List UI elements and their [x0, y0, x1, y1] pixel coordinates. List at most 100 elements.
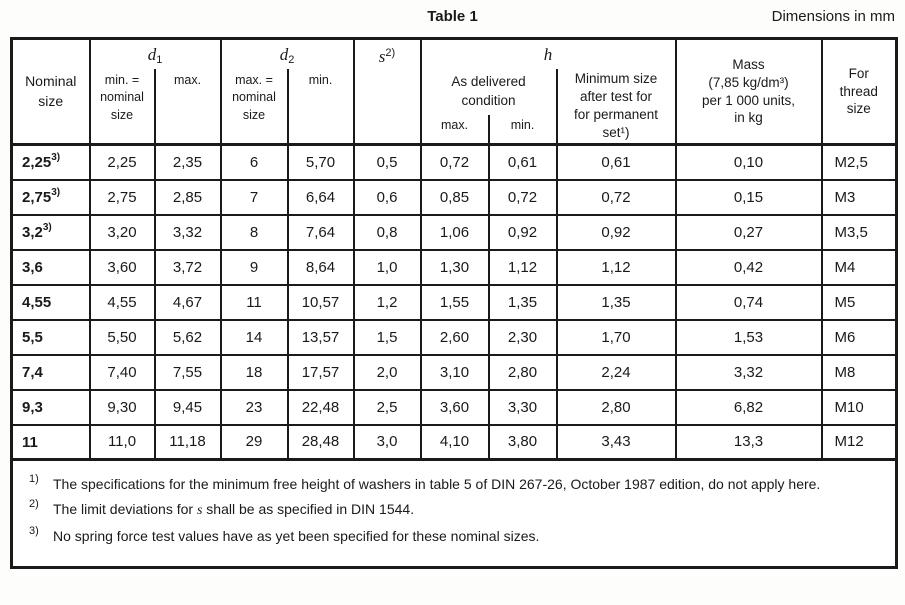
d1-symbol: d: [147, 45, 157, 64]
s-symbol: s: [378, 47, 386, 66]
cell-h-max: 3,10: [419, 353, 490, 391]
table-row: 2,253) 2,25 2,35 6 5,70 0,5 0,72 0,61 0,…: [10, 143, 898, 181]
cell-thread: M3,5: [820, 213, 898, 251]
h-symbol: h: [543, 45, 553, 64]
cell-s: 0,6: [352, 178, 422, 216]
header-d2-min: min.: [286, 67, 355, 146]
cell-d2-max: 6: [219, 143, 289, 181]
cell-h-min: 0,72: [487, 178, 558, 216]
cell-nominal: 7,4: [10, 353, 91, 391]
footnote-1: 1) The specifications for the minimum fr…: [29, 472, 881, 496]
table-row: 5,5 5,50 5,62 14 13,57 1,5 2,60 2,30 1,7…: [10, 318, 898, 356]
cell-h-min: 2,80: [487, 353, 558, 391]
nominal-footnote-ref: 3): [42, 222, 52, 234]
table-row: 9,3 9,30 9,45 23 22,48 2,5 3,60 3,30 2,8…: [10, 388, 898, 426]
cell-d1-max: 4,67: [153, 283, 222, 321]
cell-thread: M6: [820, 318, 898, 356]
cell-s: 0,5: [352, 143, 422, 181]
cell-d1-min: 4,55: [88, 283, 156, 321]
nominal-value: 3,2: [22, 224, 43, 242]
cell-h-max: 3,60: [419, 388, 490, 426]
cell-d1-max: 3,72: [153, 248, 222, 286]
cell-h-min-after-test: 1,12: [555, 248, 677, 286]
cell-d2-min: 28,48: [286, 423, 355, 461]
cell-d2-min: 7,64: [286, 213, 355, 251]
header-as-delivered: As delivered condition: [419, 67, 558, 115]
cell-h-max: 4,10: [419, 423, 490, 461]
cell-d2-max: 14: [219, 318, 289, 356]
header-thread-size: For thread size: [820, 37, 898, 146]
table-row: 7,4 7,40 7,55 18 17,57 2,0 3,10 2,80 2,2…: [10, 353, 898, 391]
cell-h-min-after-test: 0,92: [555, 213, 677, 251]
cell-d1-min: 2,25: [88, 143, 156, 181]
cell-h-min-after-test: 0,72: [555, 178, 677, 216]
document-page: Table 1 Dimensions in mm Nominal size d1…: [10, 8, 899, 570]
footnote-row: 1) The specifications for the minimum fr…: [10, 458, 898, 569]
cell-mass: 0,10: [674, 143, 823, 181]
cell-h-max: 1,06: [419, 213, 490, 251]
cell-mass: 0,15: [674, 178, 823, 216]
cell-nominal: 3,23): [10, 213, 91, 251]
cell-d1-max: 9,45: [153, 388, 222, 426]
cell-s: 1,5: [352, 318, 422, 356]
header-nominal-size: Nominal size: [10, 37, 91, 146]
cell-thread: M4: [820, 248, 898, 286]
cell-nominal: 11: [10, 423, 91, 461]
cell-d2-max: 11: [219, 283, 289, 321]
cell-d2-min: 5,70: [286, 143, 355, 181]
cell-d1-min: 7,40: [88, 353, 156, 391]
cell-h-min-after-test: 1,35: [555, 283, 677, 321]
cell-h-max: 1,30: [419, 248, 490, 286]
cell-d2-min: 6,64: [286, 178, 355, 216]
d1-subscript: 1: [156, 54, 163, 66]
cell-d1-min: 9,30: [88, 388, 156, 426]
table-row: 4,55 4,55 4,67 11 10,57 1,2 1,55 1,35 1,…: [10, 283, 898, 321]
footnote-3-marker: 3): [29, 525, 39, 538]
cell-d2-max: 23: [219, 388, 289, 426]
footnote-3-text: No spring force test values have as yet …: [53, 528, 540, 545]
cell-d2-min: 17,57: [286, 353, 355, 391]
header-d1: d1: [88, 37, 222, 69]
cell-s: 1,0: [352, 248, 422, 286]
dimensions-note: Dimensions in mm: [771, 8, 895, 25]
cell-d1-max: 3,32: [153, 213, 222, 251]
cell-d1-min: 5,50: [88, 318, 156, 356]
nominal-value: 9,3: [22, 399, 43, 417]
cell-h-min: 2,30: [487, 318, 558, 356]
cell-thread: M2,5: [820, 143, 898, 181]
cell-d2-max: 7: [219, 178, 289, 216]
cell-d2-max: 29: [219, 423, 289, 461]
header-h-min: min.: [487, 113, 558, 146]
header-d1-min: min. = nominal size: [88, 67, 156, 146]
cell-nominal: 9,3: [10, 388, 91, 426]
cell-h-min: 3,30: [487, 388, 558, 426]
footnote-1-marker: 1): [29, 473, 39, 486]
header-d2: d2: [219, 37, 355, 69]
nominal-value: 5,5: [22, 329, 43, 347]
cell-d1-max: 2,85: [153, 178, 222, 216]
cell-d1-min: 3,60: [88, 248, 156, 286]
table-row: 3,23) 3,20 3,32 8 7,64 0,8 1,06 0,92 0,9…: [10, 213, 898, 251]
cell-mass: 13,3: [674, 423, 823, 461]
cell-thread: M8: [820, 353, 898, 391]
cell-mass: 3,32: [674, 353, 823, 391]
footnote-2-text: The limit deviations for s shall be as s…: [53, 497, 881, 523]
header-mass: Mass (7,85 kg/dm³) per 1 000 units, in k…: [674, 37, 823, 146]
cell-d2-min: 8,64: [286, 248, 355, 286]
cell-d1-min: 11,0: [88, 423, 156, 461]
header-h-max: max.: [419, 113, 490, 146]
cell-mass: 1,53: [674, 318, 823, 356]
cell-h-min-after-test: 0,61: [555, 143, 677, 181]
cell-nominal: 2,753): [10, 178, 91, 216]
nominal-value: 2,25: [22, 154, 52, 172]
cell-d1-max: 2,35: [153, 143, 222, 181]
cell-nominal: 3,6: [10, 248, 91, 286]
header-d2-max: max. = nominal size: [219, 67, 289, 146]
s-footnote-ref: 2): [385, 47, 396, 59]
cell-d2-min: 22,48: [286, 388, 355, 426]
nominal-footnote-ref: 3): [51, 187, 61, 199]
cell-s: 2,0: [352, 353, 422, 391]
header-min-size-after-test: Minimum size after test for for permanen…: [555, 67, 677, 146]
cell-nominal: 5,5: [10, 318, 91, 356]
cell-d2-max: 9: [219, 248, 289, 286]
